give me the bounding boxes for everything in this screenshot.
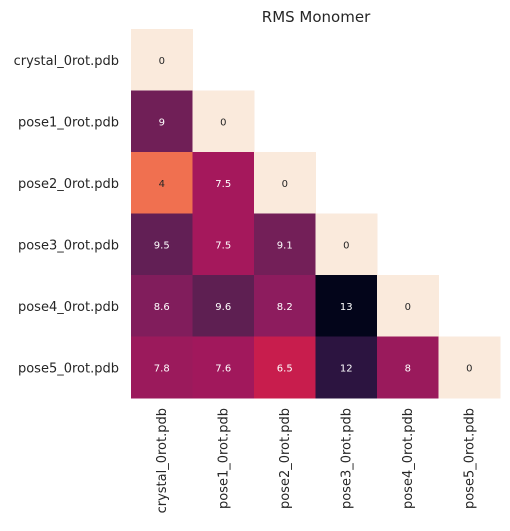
heatmap-cell-1-1: [192, 90, 255, 153]
heatmap-cell-4-4: [377, 275, 439, 337]
heatmap-cells: 0 9 0 4 7.5 0 9.5 7.5 9.1 0 8.6 9.6 8.2 13 0 7.8 7.6 6.5 1…: [131, 29, 501, 399]
heatmap-cell-5-1: [192, 336, 255, 399]
cell-value-label-5-4: 8: [405, 363, 411, 374]
cell-value-label-3-3: 0: [343, 240, 349, 251]
cell-value-label-4-3: 13: [340, 302, 353, 313]
cell-value-label-0-0: 0: [159, 56, 165, 67]
row-tick-label-1: pose1_0rot.pdb: [18, 115, 119, 130]
col-tick-label-1: pose1_0rot.pdb: [216, 408, 231, 509]
col-tick-label-0: crystal_0rot.pdb: [155, 408, 170, 513]
y-tick-labels: crystal_0rot.pdb pose1_0rot.pdb pose2_0rot…: [14, 54, 119, 377]
heatmap-cell-4-0: [131, 275, 193, 337]
cell-value-label-1-0: 9: [159, 117, 165, 128]
cell-value-label-5-0: 7.8: [154, 363, 170, 374]
row-tick-label-0: crystal_0rot.pdb: [14, 54, 119, 69]
row-tick-label-5: pose5_0rot.pdb: [18, 361, 119, 376]
row-tick-label-2: pose2_0rot.pdb: [18, 177, 119, 192]
cell-value-label-3-0: 9.5: [154, 240, 170, 251]
cell-value-label-2-2: 0: [282, 179, 288, 190]
heatmap-cell-5-4: [377, 336, 439, 399]
cell-value-label-3-1: 7.5: [215, 240, 231, 251]
cell-value-label-2-1: 7.5: [215, 179, 231, 190]
row-tick-label-3: pose3_0rot.pdb: [18, 238, 119, 253]
row-tick-label-4: pose4_0rot.pdb: [18, 300, 119, 315]
chart-title: RMS Monomer: [262, 8, 371, 26]
cell-value-label-4-2: 8.2: [277, 302, 293, 313]
col-tick-label-4: pose4_0rot.pdb: [401, 408, 416, 509]
cell-value-label-4-4: 0: [405, 302, 411, 313]
cell-value-label-5-5: 0: [466, 363, 472, 374]
heatmap-cell-3-0: [131, 213, 193, 276]
cell-value-label-5-1: 7.6: [215, 363, 231, 374]
heatmap-cell-2-2: [254, 152, 316, 214]
cell-value-label-5-2: 6.5: [277, 363, 293, 374]
col-tick-label-2: pose2_0rot.pdb: [278, 408, 293, 509]
cell-value-label-4-1: 9.6: [215, 302, 231, 313]
heatmap-cell-0-0: [131, 29, 193, 91]
heatmap-cell-2-0: [131, 152, 193, 214]
col-tick-label-5: pose5_0rot.pdb: [462, 408, 477, 509]
heatmap-cell-5-5: [438, 336, 501, 399]
heatmap-cell-4-1: [192, 275, 255, 337]
heatmap-cell-4-3: [315, 275, 378, 337]
heatmap-cell-2-1: [192, 152, 255, 214]
heatmap-cell-5-0: [131, 336, 193, 399]
heatmap-cell-4-2: [254, 275, 316, 337]
cell-value-label-3-2: 9.1: [277, 240, 293, 251]
cell-value-label-5-3: 12: [340, 363, 353, 374]
x-tick-labels: crystal_0rot.pdb pose1_0rot.pdb pose2_0rot…: [155, 408, 478, 513]
heatmap-cell-1-0: [131, 90, 193, 153]
cell-value-label-1-1: 0: [220, 117, 226, 128]
heatmap-cell-5-2: [254, 336, 316, 399]
heatmap-cell-3-2: [254, 213, 316, 276]
col-tick-label-3: pose3_0rot.pdb: [339, 408, 354, 509]
heatmap-cell-3-3: [315, 213, 378, 276]
heatmap-cell-5-3: [315, 336, 378, 399]
heatmap-cell-3-1: [192, 213, 255, 276]
cell-value-label-4-0: 8.6: [154, 302, 170, 313]
cell-value-label-2-0: 4: [159, 179, 165, 190]
